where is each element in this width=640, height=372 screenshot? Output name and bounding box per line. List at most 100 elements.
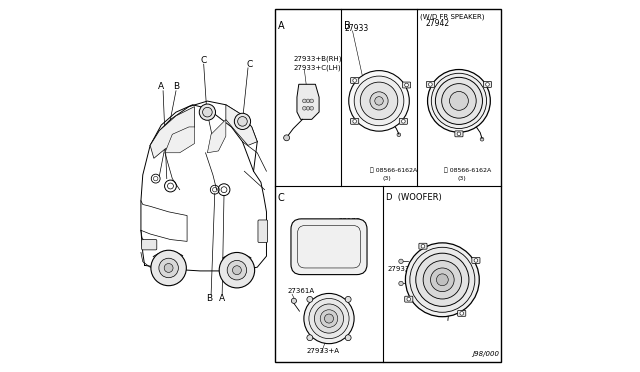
Circle shape (407, 297, 411, 301)
Circle shape (304, 294, 354, 344)
Circle shape (405, 243, 479, 317)
FancyBboxPatch shape (141, 240, 157, 250)
Text: A: A (158, 82, 164, 91)
Text: 27933+C(LH): 27933+C(LH) (293, 64, 341, 71)
FancyBboxPatch shape (351, 118, 359, 124)
Circle shape (220, 253, 255, 288)
Text: 27933+A: 27933+A (307, 348, 340, 354)
Text: 27942: 27942 (426, 19, 450, 29)
Circle shape (307, 335, 313, 341)
Circle shape (401, 119, 405, 123)
Circle shape (410, 247, 475, 312)
FancyBboxPatch shape (399, 118, 408, 124)
Circle shape (151, 250, 186, 286)
Polygon shape (165, 127, 195, 153)
Text: 27933+B(RH): 27933+B(RH) (293, 55, 342, 62)
Circle shape (442, 84, 476, 118)
Circle shape (306, 106, 310, 110)
Circle shape (353, 78, 356, 82)
Circle shape (309, 298, 349, 339)
Circle shape (159, 258, 179, 278)
Circle shape (436, 274, 448, 286)
Circle shape (227, 260, 246, 280)
Text: (W/D FR SPEAKER): (W/D FR SPEAKER) (420, 13, 484, 19)
Circle shape (303, 106, 306, 110)
Circle shape (435, 77, 483, 124)
FancyBboxPatch shape (472, 257, 480, 263)
Text: A: A (219, 294, 225, 303)
Text: (3): (3) (457, 176, 466, 181)
Polygon shape (226, 105, 257, 145)
Circle shape (480, 137, 484, 141)
Circle shape (237, 116, 247, 126)
FancyBboxPatch shape (455, 131, 463, 137)
Text: 28175: 28175 (338, 218, 360, 224)
FancyBboxPatch shape (291, 219, 367, 275)
Circle shape (320, 310, 338, 327)
Text: C: C (278, 193, 284, 203)
Text: B: B (344, 20, 351, 31)
Circle shape (375, 97, 383, 105)
FancyBboxPatch shape (483, 81, 492, 87)
Text: J98/000: J98/000 (472, 351, 499, 357)
Text: 27361A: 27361A (287, 288, 314, 295)
Circle shape (370, 92, 388, 110)
Text: (3): (3) (383, 176, 392, 181)
Circle shape (404, 83, 408, 87)
Circle shape (486, 83, 490, 86)
Circle shape (431, 73, 486, 128)
Text: 27933+D: 27933+D (388, 266, 421, 272)
FancyBboxPatch shape (426, 81, 435, 87)
Circle shape (399, 281, 403, 286)
Polygon shape (207, 119, 226, 153)
Circle shape (306, 99, 310, 103)
Text: C: C (200, 56, 207, 65)
Circle shape (399, 259, 403, 263)
Text: D  (WOOFER): D (WOOFER) (387, 193, 442, 202)
Circle shape (457, 132, 461, 136)
Bar (275, 9, 501, 362)
Circle shape (353, 119, 356, 123)
FancyBboxPatch shape (404, 296, 413, 302)
Circle shape (345, 296, 351, 302)
FancyBboxPatch shape (258, 220, 268, 243)
Circle shape (310, 99, 314, 103)
Text: Ⓢ 08566-6162A: Ⓢ 08566-6162A (444, 167, 492, 173)
Circle shape (291, 298, 296, 304)
Circle shape (310, 106, 314, 110)
Circle shape (474, 259, 478, 262)
Circle shape (307, 296, 313, 302)
Circle shape (324, 314, 333, 323)
Text: A: A (278, 20, 284, 31)
Circle shape (199, 104, 216, 120)
Text: C: C (247, 60, 253, 69)
Circle shape (429, 83, 432, 86)
Circle shape (423, 260, 461, 299)
FancyBboxPatch shape (403, 82, 411, 88)
Circle shape (354, 76, 404, 126)
Text: Ⓢ 08566-6162A: Ⓢ 08566-6162A (370, 167, 417, 173)
Text: 27933: 27933 (344, 24, 369, 33)
Circle shape (449, 92, 468, 110)
Circle shape (303, 99, 306, 103)
FancyBboxPatch shape (440, 283, 450, 292)
FancyBboxPatch shape (351, 77, 359, 83)
Circle shape (345, 335, 351, 341)
Circle shape (416, 253, 469, 307)
Polygon shape (297, 84, 319, 119)
Polygon shape (150, 107, 195, 158)
Circle shape (284, 135, 289, 141)
Circle shape (314, 304, 344, 333)
Circle shape (234, 113, 251, 129)
Circle shape (360, 82, 398, 120)
Circle shape (428, 70, 490, 132)
Circle shape (397, 133, 401, 137)
Circle shape (460, 311, 463, 315)
Circle shape (232, 266, 241, 275)
FancyBboxPatch shape (458, 310, 466, 316)
Circle shape (443, 282, 447, 285)
Circle shape (164, 263, 173, 272)
Text: B: B (173, 82, 179, 91)
Circle shape (431, 268, 454, 292)
Circle shape (203, 108, 212, 117)
